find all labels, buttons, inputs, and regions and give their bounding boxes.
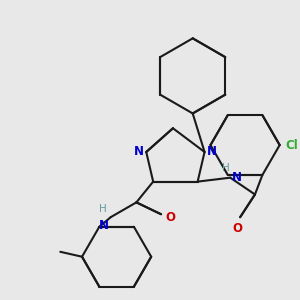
Text: N: N [99,219,109,232]
Text: N: N [232,171,242,184]
Text: H: H [222,163,230,173]
Text: N: N [206,146,217,158]
Text: O: O [232,222,242,235]
Text: O: O [165,211,175,224]
Text: N: N [134,146,144,158]
Text: H: H [99,204,107,214]
Text: Cl: Cl [286,139,298,152]
